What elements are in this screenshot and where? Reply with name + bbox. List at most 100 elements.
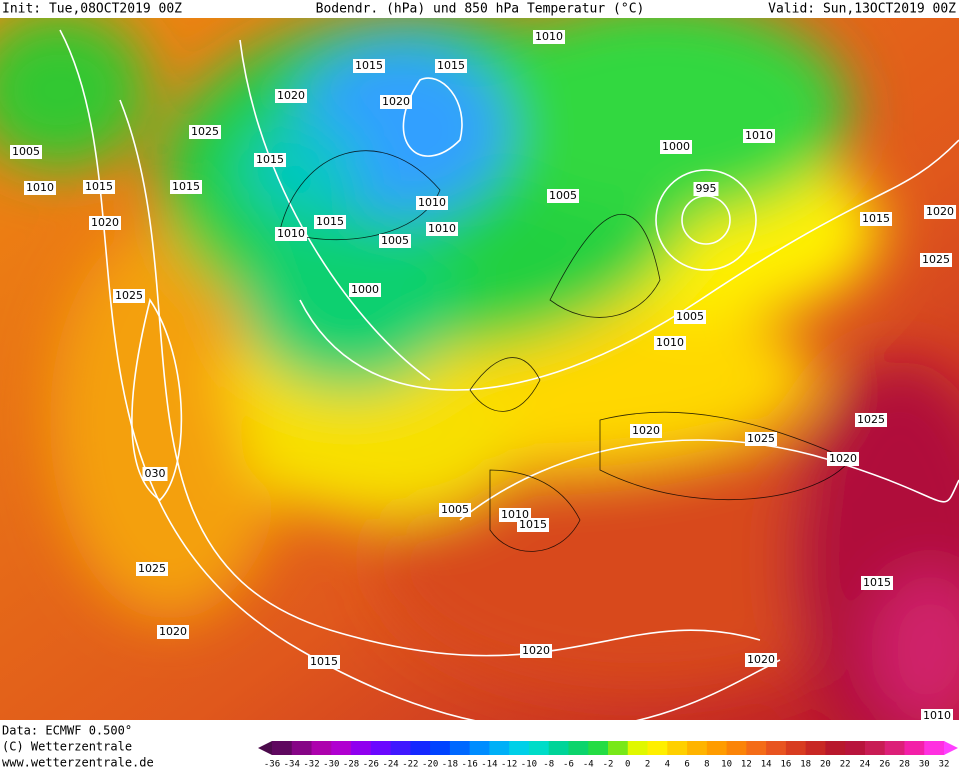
isobar-label: 995 (693, 182, 719, 196)
color-bar-label: -18 (442, 760, 458, 770)
isobar-label-box (157, 625, 189, 639)
isobar-label-text: 030 (145, 467, 166, 480)
color-bar-label: 6 (684, 760, 689, 770)
isobar-label-box (170, 180, 202, 194)
isobar-label: 1015 (170, 180, 202, 194)
isobar-label-box (353, 59, 385, 73)
isobar-label-text: 1015 (310, 655, 338, 668)
isobar-label-text: 1020 (747, 653, 775, 666)
isobar-label-box (920, 253, 952, 267)
isobar-label-box (924, 205, 956, 219)
isobar-label-text: 1020 (522, 644, 550, 657)
color-bar-label: 2 (645, 760, 650, 770)
isobar-label-box (10, 145, 42, 159)
isobar-label-box (379, 234, 411, 248)
color-bar-swatch (825, 741, 846, 755)
isobar-label: 1015 (254, 153, 286, 167)
isobar-label-box (83, 180, 115, 194)
color-bar-swatch (845, 741, 866, 755)
isobar-label-text: 1025 (922, 253, 950, 266)
color-bar-label: -36 (264, 760, 280, 770)
isobar-label-text: 1015 (355, 59, 383, 72)
isobar-label: 1020 (89, 216, 121, 230)
isobar-label-text: 1005 (12, 145, 40, 158)
color-bar-swatch (627, 741, 649, 755)
color-bar-swatch (390, 741, 411, 755)
copyright: (C) Wetterzentrale (2, 740, 132, 754)
color-bar-label: 22 (840, 760, 851, 770)
isobar-label: 1010 (743, 129, 775, 143)
color-bar-label: -30 (323, 760, 339, 770)
color-bar-label: -32 (303, 760, 319, 770)
color-bar-swatch (785, 741, 807, 755)
isobar-label-box (827, 452, 859, 466)
isobar-label-text: 1010 (26, 181, 54, 194)
isobar-label: 1015 (83, 180, 115, 194)
isobar-label-box (24, 181, 56, 195)
isobar-label-box (547, 189, 579, 203)
isobar-label-text: 1015 (519, 518, 547, 531)
isobar-label: 1025 (189, 125, 221, 139)
isobar-label-text: 1015 (85, 180, 113, 193)
color-bar-swatch (331, 741, 352, 755)
isobar-label: 1005 (10, 145, 42, 159)
color-bar-swatch (588, 741, 609, 755)
isobar-label-text: 1010 (418, 196, 446, 209)
color-bar-label: -6 (563, 760, 574, 770)
isobar-label: 1025 (745, 432, 777, 446)
isobar-label-text: 1015 (437, 59, 465, 72)
isobar-label-box (142, 467, 168, 481)
color-bar-label: 26 (879, 760, 890, 770)
color-bar-label: -2 (603, 760, 614, 770)
color-bar-swatch (726, 741, 747, 755)
isobar-label: 1005 (439, 503, 471, 517)
isobar-label-text: 1020 (159, 625, 187, 638)
isobar-label-text: 1010 (428, 222, 456, 235)
isobar-label-text: 1025 (747, 432, 775, 445)
isobar-label-text: 1020 (632, 424, 660, 437)
color-bar-swatch (904, 741, 925, 755)
isobar-label-text: 1025 (138, 562, 166, 575)
isobar-label: 1020 (827, 452, 859, 466)
color-bar-label: 18 (800, 760, 811, 770)
isobar-label-box (275, 89, 307, 103)
color-bar-label: -34 (284, 760, 300, 770)
isobar-label-box (921, 709, 953, 723)
color-bar-swatch (430, 741, 451, 755)
color-bar-label: 0 (625, 760, 630, 770)
isobar-label: 1005 (674, 310, 706, 324)
color-bar: -36 -34 -32 -30 -28 -26 -24 -22 -20 -18 -16 -14 -12-… (258, 741, 958, 770)
color-bar-label: 24 (860, 760, 871, 770)
color-bar-label: -22 (402, 760, 418, 770)
isobar-label-text: 1000 (662, 140, 690, 153)
isobar-label-box (189, 125, 221, 139)
isobar-label-box (533, 30, 565, 44)
isobar-label-text: 1015 (172, 180, 200, 193)
isobar-label-text: 1020 (91, 216, 119, 229)
color-bar-swatch (687, 741, 708, 755)
color-bar-swatch (568, 741, 589, 755)
isobar-label: 1015 (353, 59, 385, 73)
color-bar-swatch (746, 741, 767, 755)
isobar-label-text: 1025 (191, 125, 219, 138)
color-bar-swatch (884, 741, 905, 755)
header-band (0, 0, 959, 18)
color-bar-swatch (706, 741, 728, 755)
isobar-label: 1010 (921, 709, 953, 723)
color-bar-swatch (351, 741, 372, 755)
isobar-label-box (89, 216, 121, 230)
color-bar-swatch (469, 741, 490, 755)
isobar-label-box (693, 182, 719, 196)
isobar-label: 1005 (547, 189, 579, 203)
color-bar-swatch (667, 741, 688, 755)
color-bar-label: -14 (481, 760, 497, 770)
color-bar-swatch (509, 741, 530, 755)
isobar-label: 1000 (349, 283, 381, 297)
color-bar-swatch (489, 741, 510, 755)
isobar-label: 1020 (520, 644, 552, 658)
isobar-label-box (136, 562, 168, 576)
isobar-label-text: 1015 (863, 576, 891, 589)
isobar-label-box (520, 644, 552, 658)
